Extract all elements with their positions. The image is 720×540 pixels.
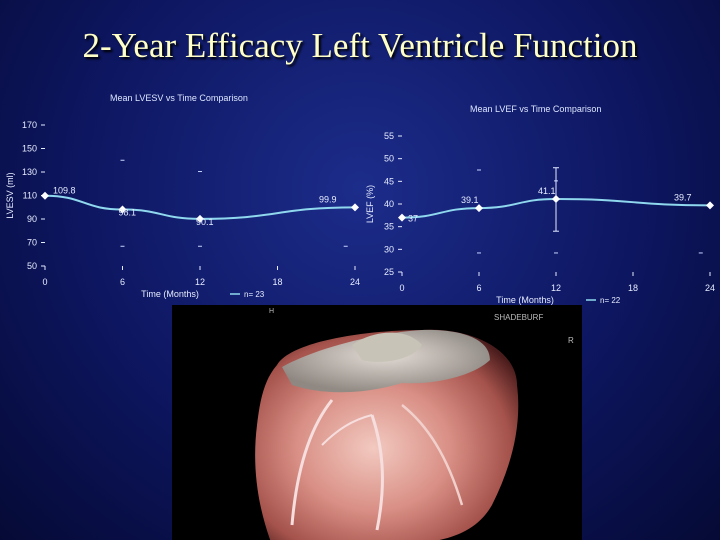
coronary-vessel-2 bbox=[370, 414, 384, 531]
data-point bbox=[196, 214, 204, 223]
y-tick-label: 110 bbox=[23, 191, 37, 201]
heart-ct-image: SHADEBURF R H bbox=[172, 305, 582, 540]
data-label: 109.8 bbox=[53, 186, 76, 196]
orientation-marker-right: R bbox=[568, 336, 574, 345]
data-point bbox=[706, 201, 714, 210]
x-tick-label: 18 bbox=[272, 277, 282, 287]
legend-label: n= 23 bbox=[244, 290, 265, 299]
y-axis-label: LVEF (%) bbox=[365, 185, 375, 223]
data-label: 98.1 bbox=[119, 207, 137, 217]
y-axis-label: LVESV (ml) bbox=[5, 172, 15, 218]
x-tick-label: 6 bbox=[476, 283, 481, 293]
x-tick-label: 24 bbox=[705, 283, 715, 293]
x-tick-label: 0 bbox=[399, 283, 404, 293]
y-tick-label: 50 bbox=[27, 261, 37, 271]
chart-title: Mean LVESV vs Time Comparison bbox=[110, 93, 248, 103]
y-tick-label: 55 bbox=[384, 131, 394, 141]
aorta bbox=[352, 332, 422, 362]
y-tick-label: 50 bbox=[384, 154, 394, 164]
x-axis-label: Time (Months) bbox=[496, 295, 554, 305]
x-axis-label: Time (Months) bbox=[141, 289, 199, 299]
x-tick-label: 6 bbox=[120, 277, 125, 287]
y-tick-label: 150 bbox=[22, 144, 37, 154]
coronary-vessel-4 bbox=[321, 414, 373, 446]
coronary-vessel bbox=[290, 399, 334, 526]
series-line bbox=[401, 198, 711, 219]
data-label: 39.7 bbox=[674, 192, 692, 202]
data-point bbox=[552, 195, 560, 204]
y-tick-label: 70 bbox=[27, 238, 37, 248]
coronary-vessel-3 bbox=[401, 404, 464, 506]
data-label: 90.1 bbox=[196, 217, 214, 227]
image-caption: SHADEBURF bbox=[494, 313, 543, 322]
y-tick-label: 35 bbox=[384, 222, 394, 232]
y-tick-label: 45 bbox=[384, 176, 394, 186]
lvesv-chart: Mean LVESV vs Time Comparison 50 70 90 110 13… bbox=[5, 93, 360, 299]
x-tick-label: 0 bbox=[42, 277, 47, 287]
y-tick-label: 90 bbox=[27, 214, 37, 224]
legend-label: n= 22 bbox=[600, 296, 621, 305]
y-tick-label: 170 bbox=[22, 120, 37, 130]
data-label: 39.1 bbox=[461, 195, 479, 205]
x-tick-label: 18 bbox=[628, 283, 638, 293]
x-tick-label: 24 bbox=[350, 277, 360, 287]
data-point bbox=[475, 204, 483, 213]
data-label: 99.9 bbox=[319, 194, 337, 204]
y-tick-label: 40 bbox=[384, 199, 394, 209]
x-tick-label: 12 bbox=[195, 277, 205, 287]
orientation-marker-top: H bbox=[269, 308, 274, 315]
data-label: 41.1 bbox=[538, 186, 556, 196]
data-point bbox=[41, 191, 49, 200]
lvef-chart: Mean LVEF vs Time Comparison 25 30 35 40 45 50… bbox=[365, 104, 715, 305]
y-tick-label: 25 bbox=[384, 267, 394, 277]
y-tick-label: 130 bbox=[22, 167, 37, 177]
data-point bbox=[351, 203, 359, 212]
y-tick-label: 30 bbox=[384, 244, 394, 254]
series-line bbox=[44, 194, 356, 220]
slide-title: 2-Year Efficacy Left Ventricle Function bbox=[82, 26, 638, 65]
data-label: 37 bbox=[408, 214, 418, 224]
data-point bbox=[118, 205, 127, 214]
chart-title: Mean LVEF vs Time Comparison bbox=[470, 104, 601, 114]
data-point bbox=[398, 213, 406, 222]
x-tick-label: 12 bbox=[551, 283, 561, 293]
